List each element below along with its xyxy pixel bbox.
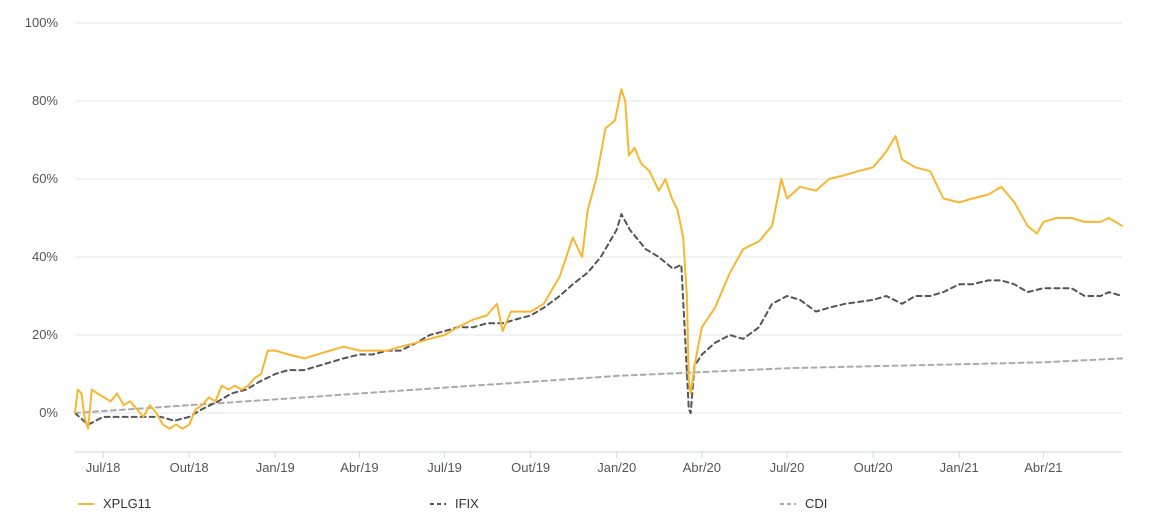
x-axis: Jul/18 Out/18 Jan/19 Abr/19 Jul/19 Out/19 Jan/… [75,451,1122,475]
x-tick-label: Jan/20 [597,460,636,475]
x-tick-label: Out/19 [511,460,550,475]
chart-series-lines [74,88,1123,430]
x-tick-label: Out/18 [170,460,209,475]
x-tick-label: Jul/18 [86,460,121,475]
x-tick-label: Abr/21 [1024,460,1062,475]
y-tick-label: 0% [39,405,58,420]
series-line-cdi [74,357,1123,414]
series-line-xplg11 [74,88,1123,430]
x-tick-label: Out/20 [854,460,893,475]
legend-label-xplg11[interactable]: XPLG11 [103,496,151,511]
x-tick-label: Abr/20 [683,460,721,475]
y-tick-label: 100% [25,15,59,30]
x-tick-label: Jul/19 [427,460,462,475]
y-tick-label: 80% [32,93,58,108]
chart-legend: XPLG11 IFIX CDI [78,496,827,511]
series-line-ifix [74,213,1123,426]
y-axis: 0% 20% 40% 60% 80% 100% [25,15,59,420]
chart-grid [75,22,1122,414]
legend-label-cdi[interactable]: CDI [805,496,827,511]
y-tick-label: 60% [32,171,58,186]
x-tick-label: Jan/21 [940,460,979,475]
x-tick-label: Abr/19 [340,460,378,475]
x-tick-label: Jul/20 [770,460,805,475]
legend-label-ifix[interactable]: IFIX [455,496,479,511]
y-tick-label: 40% [32,249,58,264]
y-tick-label: 20% [32,327,58,342]
x-tick-label: Jan/19 [256,460,295,475]
